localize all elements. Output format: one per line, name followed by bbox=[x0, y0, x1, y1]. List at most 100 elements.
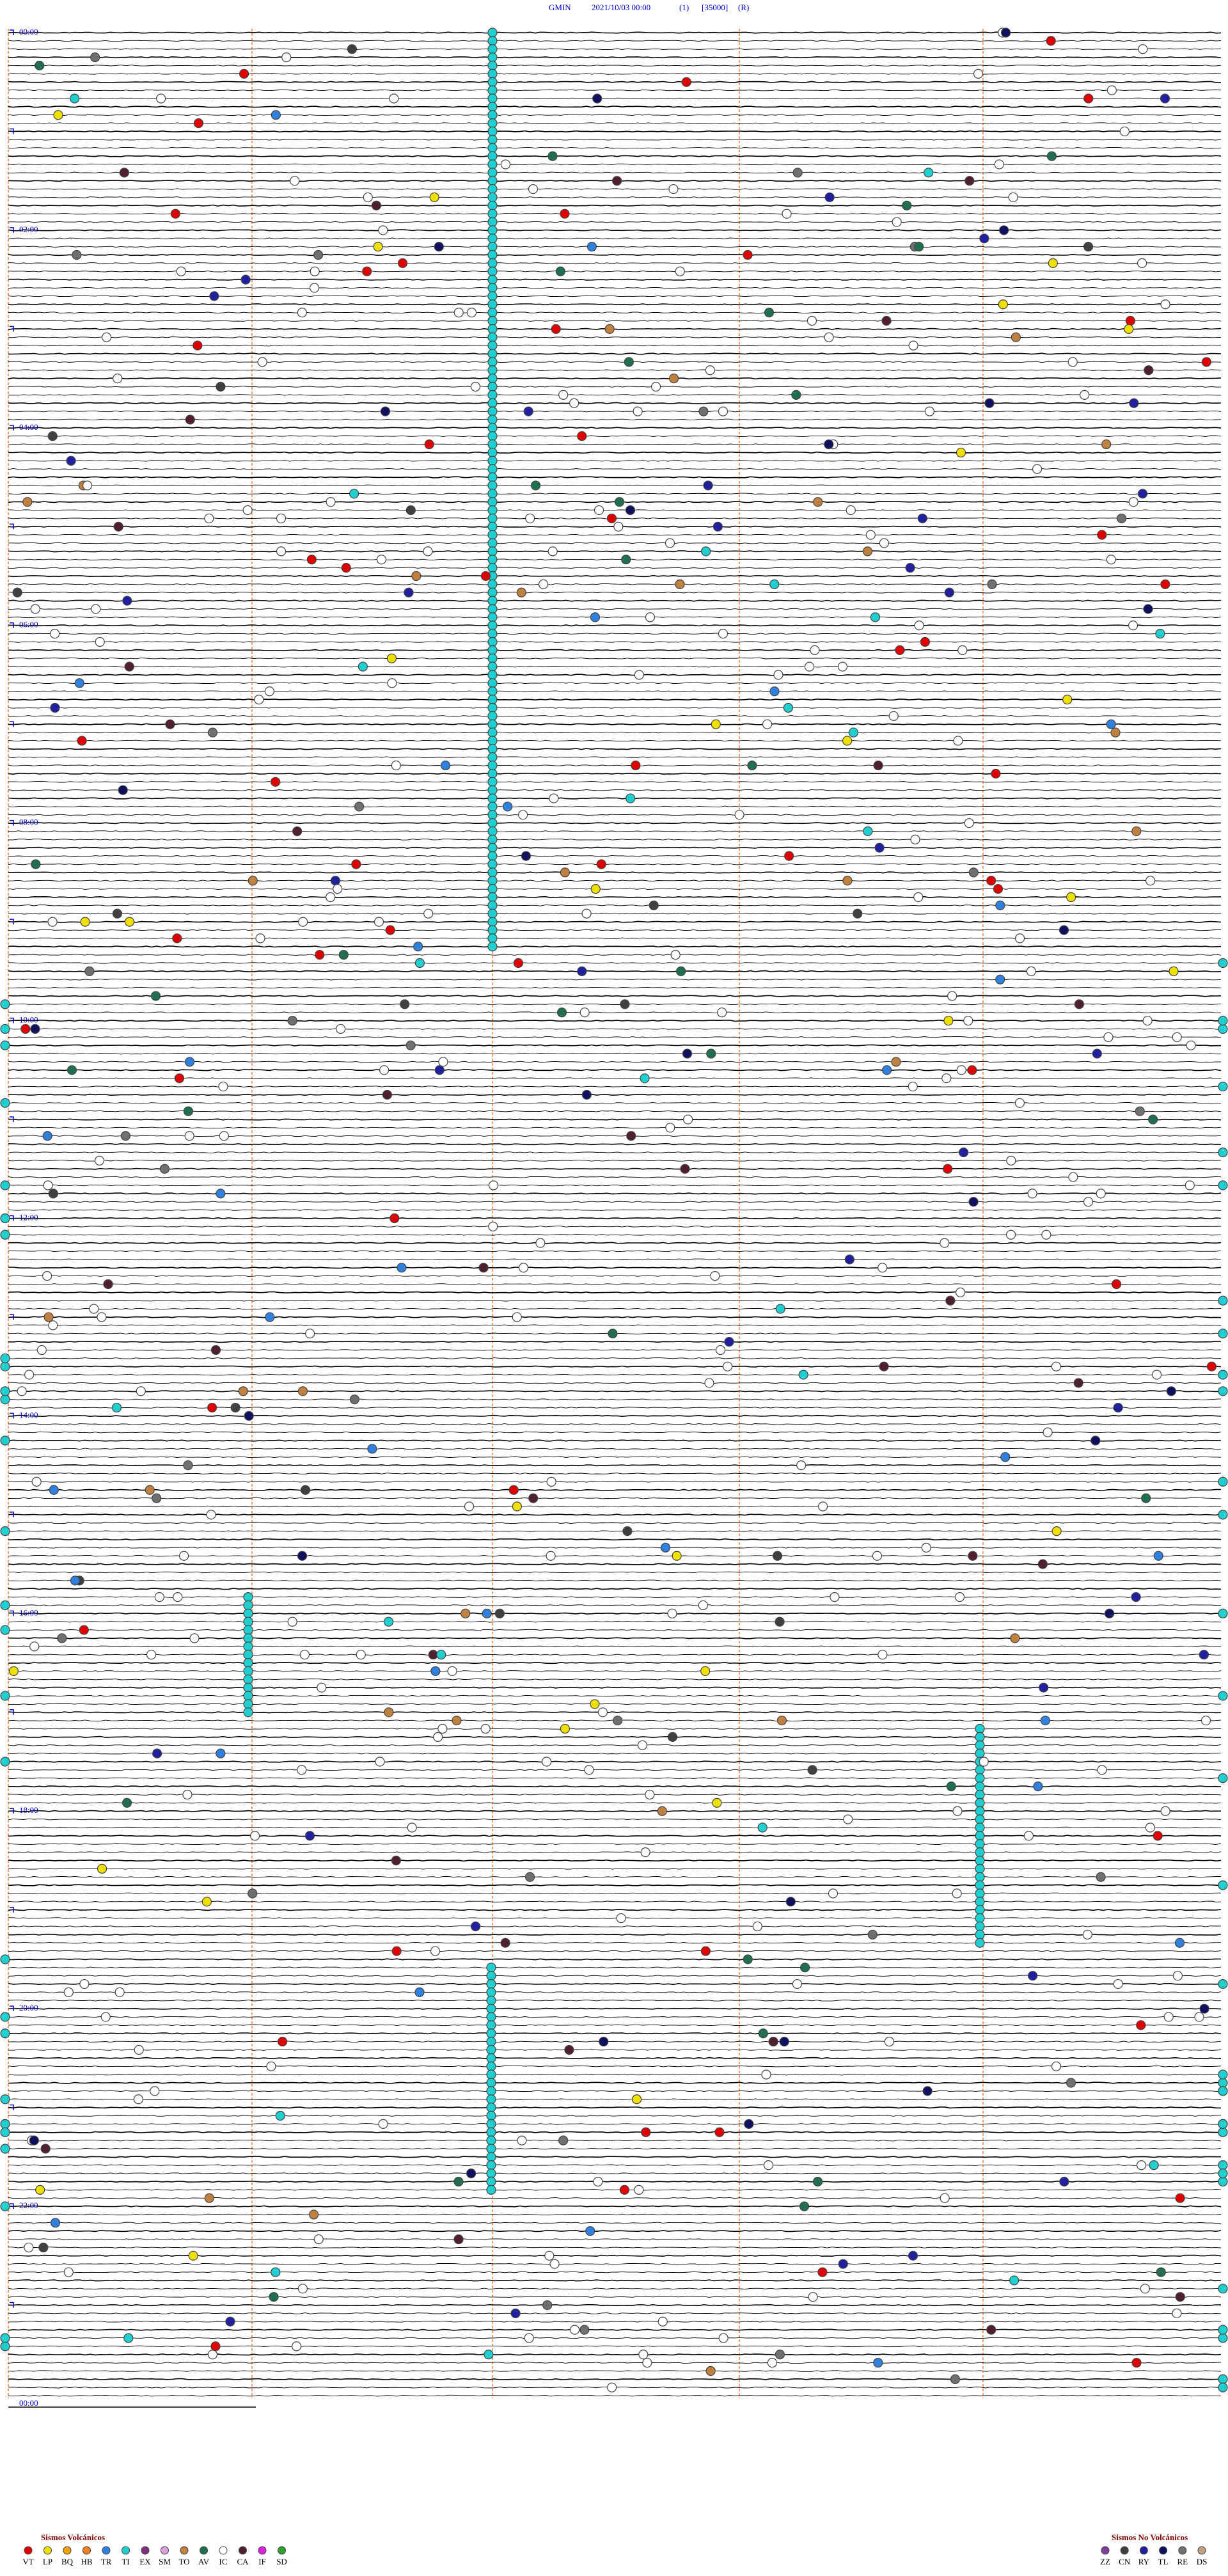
event bbox=[873, 2358, 883, 2368]
event bbox=[1169, 966, 1179, 976]
event bbox=[487, 661, 498, 672]
event bbox=[487, 760, 498, 771]
trace bbox=[8, 196, 1222, 198]
event bbox=[920, 636, 930, 647]
trace bbox=[8, 772, 1222, 775]
event bbox=[390, 1213, 400, 1224]
station: GMIN bbox=[549, 3, 571, 12]
event bbox=[1218, 1691, 1228, 1701]
event bbox=[338, 950, 349, 960]
event bbox=[31, 859, 41, 869]
trace bbox=[8, 1349, 1222, 1351]
trace bbox=[8, 1143, 1222, 1146]
event bbox=[975, 1798, 985, 1808]
trace bbox=[8, 287, 1222, 289]
event bbox=[122, 1798, 132, 1808]
event bbox=[29, 2135, 39, 2145]
event bbox=[633, 406, 643, 416]
event bbox=[1083, 93, 1094, 104]
event bbox=[775, 2350, 785, 2360]
event bbox=[430, 1946, 441, 1956]
event bbox=[946, 1782, 956, 1792]
trace bbox=[8, 2016, 1222, 2018]
event bbox=[487, 291, 498, 301]
event bbox=[383, 1616, 394, 1627]
trace bbox=[8, 48, 1222, 50]
trace bbox=[8, 1464, 1222, 1467]
trace bbox=[8, 1086, 1222, 1087]
event bbox=[434, 242, 444, 252]
trace bbox=[8, 599, 1222, 602]
event bbox=[785, 1897, 796, 1907]
trace bbox=[8, 146, 1222, 149]
event bbox=[1143, 604, 1153, 614]
trace bbox=[8, 509, 1222, 511]
event bbox=[255, 933, 265, 944]
event bbox=[487, 505, 498, 516]
trace bbox=[8, 1324, 1222, 1327]
trace bbox=[8, 1160, 1222, 1162]
event bbox=[585, 2226, 595, 2236]
event bbox=[1073, 1378, 1083, 1388]
event bbox=[178, 1551, 189, 1561]
legend-label: TL bbox=[1158, 2557, 1169, 2566]
trace bbox=[8, 574, 1222, 578]
event bbox=[487, 390, 498, 400]
event bbox=[975, 1748, 985, 1758]
trace bbox=[8, 1209, 1222, 1211]
event bbox=[80, 917, 90, 927]
event bbox=[1033, 1782, 1043, 1792]
trace bbox=[8, 2230, 1222, 2232]
trace bbox=[8, 880, 1222, 882]
trace bbox=[8, 73, 1222, 75]
event bbox=[486, 2069, 496, 2080]
trace bbox=[8, 739, 1222, 742]
trace bbox=[8, 1398, 1222, 1400]
trace bbox=[8, 237, 1222, 240]
event bbox=[870, 612, 881, 622]
event bbox=[528, 1493, 539, 1503]
trace bbox=[8, 1431, 1222, 1434]
event bbox=[326, 892, 336, 903]
event bbox=[987, 579, 997, 589]
event bbox=[799, 2201, 810, 2211]
event bbox=[487, 711, 498, 721]
event bbox=[53, 110, 63, 120]
event bbox=[0, 1954, 10, 1964]
event bbox=[387, 678, 397, 688]
event bbox=[940, 1238, 950, 1248]
trace bbox=[8, 484, 1222, 487]
event bbox=[239, 68, 249, 79]
trace bbox=[8, 715, 1222, 717]
event bbox=[486, 1995, 496, 2005]
trace bbox=[8, 460, 1222, 462]
event bbox=[264, 686, 274, 697]
trace bbox=[8, 1275, 1222, 1277]
event bbox=[1172, 1971, 1183, 1981]
event bbox=[304, 1831, 315, 1841]
event bbox=[614, 497, 625, 507]
event bbox=[975, 1814, 985, 1824]
event bbox=[882, 1065, 892, 1075]
trace bbox=[8, 2073, 1222, 2076]
hour-labels: 00:00 02:00 04:00 06:00 08:00 10:00 12:00 14:00… bbox=[19, 27, 38, 2408]
trace bbox=[8, 1242, 1222, 1244]
event bbox=[478, 1263, 489, 1273]
event bbox=[487, 521, 498, 532]
event bbox=[103, 1279, 113, 1290]
event bbox=[986, 876, 996, 886]
event bbox=[486, 2086, 496, 2096]
event bbox=[1163, 2012, 1174, 2022]
trace bbox=[8, 106, 1222, 108]
event bbox=[665, 538, 675, 548]
event bbox=[154, 1592, 164, 1602]
event bbox=[1113, 1979, 1123, 1989]
legend-swatch bbox=[1120, 2546, 1129, 2555]
hour-tick bbox=[10, 326, 14, 332]
event bbox=[657, 2316, 668, 2327]
event bbox=[358, 661, 368, 672]
event bbox=[1082, 1929, 1092, 1940]
event bbox=[276, 546, 287, 557]
event bbox=[1172, 1032, 1182, 1042]
event bbox=[757, 1822, 767, 1833]
